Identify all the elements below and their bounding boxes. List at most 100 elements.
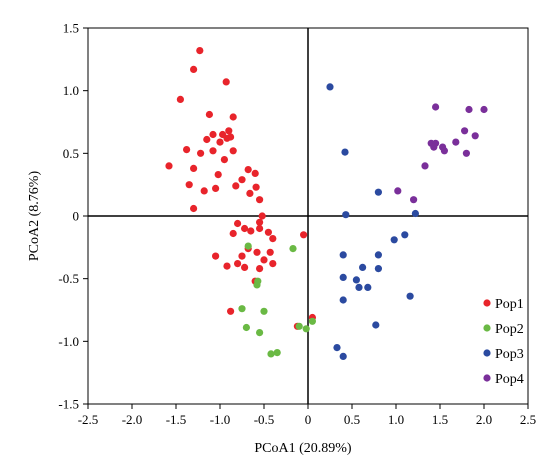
pop1-point	[205, 110, 213, 119]
x-axis-title: PCoA1 (20.89%)	[254, 441, 352, 456]
pop1-point	[269, 235, 277, 243]
pop2-point	[256, 329, 264, 337]
pop1-point	[260, 256, 268, 264]
pop1-point	[241, 224, 249, 233]
x-tick-label: 1.0	[388, 412, 404, 427]
pop4-point	[421, 162, 429, 170]
x-tick-label: -0.5	[254, 412, 275, 427]
legend-label-pop4: Pop4	[495, 372, 524, 387]
pop3-point	[374, 188, 382, 196]
pop1-point	[256, 196, 264, 204]
pop3-point	[374, 265, 382, 273]
pop1-point	[238, 252, 246, 260]
pop2-point	[289, 245, 297, 253]
pop3-point	[339, 296, 347, 304]
legend-label-pop1: Pop1	[495, 297, 524, 312]
pop3-point	[333, 344, 341, 352]
pop1-point	[258, 212, 266, 220]
pop2-point	[267, 350, 275, 358]
pop1-point	[222, 78, 230, 86]
pop1-point	[190, 204, 198, 213]
x-tick-label: -2.5	[78, 412, 99, 427]
pop1-point	[183, 146, 191, 154]
legend-label-pop3: Pop3	[495, 347, 524, 362]
pop4-point	[462, 149, 470, 157]
pop1-point	[252, 183, 260, 191]
pop1-point	[209, 147, 217, 155]
pop1-point	[214, 171, 222, 179]
legend-label-pop2: Pop2	[495, 322, 524, 337]
x-tick-label: -1.5	[166, 412, 187, 427]
pop1-point	[229, 113, 237, 121]
legend-marker-pop3	[483, 349, 491, 357]
pop1-point	[238, 176, 246, 184]
pop1-point	[229, 229, 237, 238]
pop1-point	[300, 231, 308, 239]
pop2-point	[295, 322, 303, 330]
pop1-point	[232, 182, 240, 190]
y-tick-label: 0.5	[63, 146, 79, 161]
pop1-point	[269, 260, 277, 268]
pop1-point	[256, 218, 264, 226]
y-tick-label: 0	[73, 209, 80, 224]
pop1-point	[220, 156, 228, 164]
pop4-point	[394, 187, 402, 195]
pop3-point	[355, 283, 363, 291]
pop3-point	[406, 292, 414, 300]
pop2-point	[273, 349, 281, 357]
pop1-point	[244, 166, 252, 174]
pop2-point	[238, 305, 246, 313]
legend-marker-pop1	[483, 299, 491, 307]
pop1-point	[247, 227, 255, 235]
pop1-point	[176, 95, 184, 103]
pop4-point	[430, 143, 438, 151]
pop1-point	[212, 184, 220, 192]
pop2-point	[242, 323, 250, 332]
pop1-point	[200, 187, 208, 195]
pop3-point	[326, 83, 334, 91]
pop1-point	[190, 65, 198, 73]
pop1-point	[203, 135, 211, 144]
pop3-point	[390, 236, 398, 244]
pop1-point	[227, 307, 235, 315]
pop2-point	[260, 307, 268, 315]
pop1-point	[266, 248, 274, 256]
pop1-point	[196, 47, 204, 55]
pop4-point	[432, 103, 440, 111]
x-tick-label: -2.0	[122, 412, 143, 427]
x-tick-label: 2.0	[476, 412, 492, 427]
pop3-point	[339, 251, 347, 259]
pop1-point	[234, 260, 242, 268]
x-tick-label: 2.5	[520, 412, 536, 427]
y-tick-label: 1.5	[63, 21, 79, 36]
pop1-point	[256, 265, 264, 273]
pop2-point	[244, 242, 252, 250]
pop3-point	[352, 276, 360, 284]
y-axis-title: PCoA2 (8.76%)	[27, 171, 42, 262]
x-tick-label: 0	[305, 412, 312, 427]
pop1-point	[227, 133, 235, 141]
legend-marker-pop2	[483, 324, 491, 332]
y-tick-label: -0.5	[58, 271, 79, 286]
pop3-point	[411, 209, 419, 218]
pop4-point	[465, 105, 473, 114]
pop1-point	[253, 248, 261, 256]
pop1-point	[241, 263, 249, 271]
y-tick-label: -1.0	[58, 334, 79, 349]
pop4-point	[461, 127, 469, 135]
pop1-point	[251, 169, 259, 177]
pop3-point	[374, 251, 382, 259]
pop1-point	[264, 228, 272, 236]
pop1-point	[209, 130, 217, 139]
pop1-point	[246, 189, 254, 197]
pop3-point	[372, 321, 380, 329]
pop2-point	[308, 317, 316, 325]
pop1-point	[185, 181, 193, 189]
pop3-point	[339, 352, 347, 360]
pop1-point	[165, 162, 173, 170]
pop3-point	[401, 231, 409, 239]
y-tick-label: 1.0	[63, 83, 79, 98]
pop1-point	[197, 149, 205, 157]
x-tick-label: 0.5	[344, 412, 360, 427]
legend-marker-pop4	[483, 374, 491, 382]
